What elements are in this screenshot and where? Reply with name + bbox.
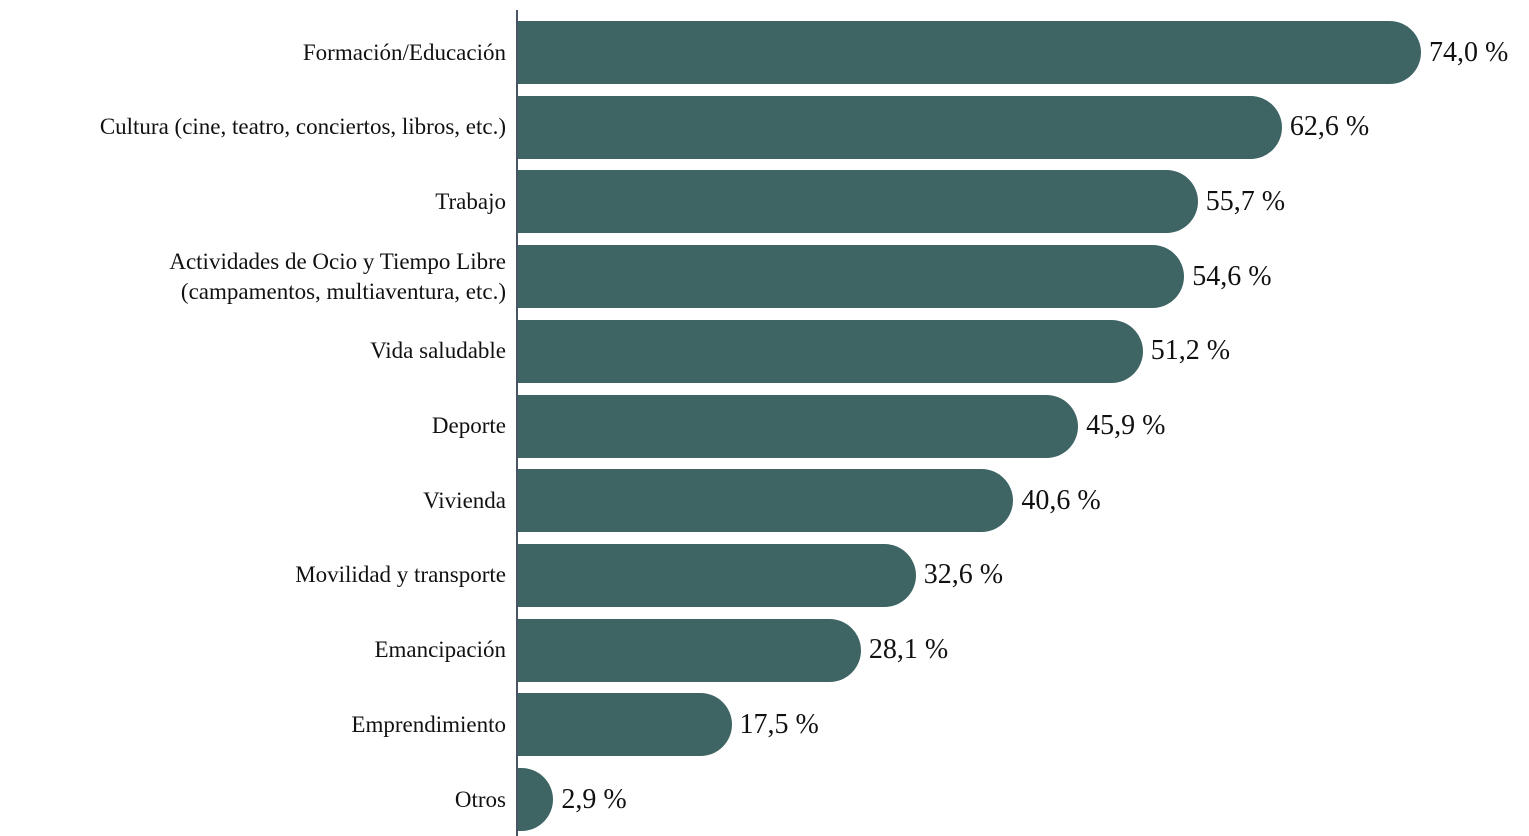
category-label: Vivienda xyxy=(423,487,506,513)
value-label: 28,1 % xyxy=(868,634,949,666)
value-label: 74,0 % xyxy=(1429,36,1509,68)
category-label: Otros xyxy=(454,786,506,812)
bar xyxy=(518,618,861,682)
value-label: 51,2 % xyxy=(1150,335,1231,367)
bar xyxy=(518,21,1421,84)
bar xyxy=(518,319,1143,383)
category-label: Emprendimiento xyxy=(351,711,506,737)
category-label: Actividades de Ocio y Tiempo Libre (camp… xyxy=(169,248,506,304)
value-label: 17,5 % xyxy=(739,708,819,740)
value-label: 62,6 % xyxy=(1289,111,1370,143)
value-label: 45,9 % xyxy=(1086,410,1166,441)
bar xyxy=(518,95,1282,159)
category-label: Deporte xyxy=(431,413,506,439)
category-label: Vida saludable xyxy=(370,338,506,364)
bar xyxy=(518,693,732,757)
bar xyxy=(518,768,554,831)
category-label: Emancipación xyxy=(374,637,506,663)
bar xyxy=(518,469,1014,533)
category-label: Cultura (cine, teatro, conciertos, libro… xyxy=(99,114,506,140)
value-label: 2,9 % xyxy=(561,783,627,815)
value-label: 40,6 % xyxy=(1021,484,1101,516)
bar xyxy=(518,394,1079,458)
axis-line xyxy=(516,10,518,836)
value-label: 55,7 % xyxy=(1205,185,1286,217)
category-label: Trabajo xyxy=(435,188,506,214)
bar xyxy=(518,245,1185,309)
value-label: 54,6 % xyxy=(1192,260,1272,292)
bar xyxy=(518,170,1198,234)
category-label: Movilidad y transporte xyxy=(295,562,506,588)
value-label: 32,6 % xyxy=(923,559,1004,591)
category-label: Formación/Educación xyxy=(302,39,506,65)
bar xyxy=(518,543,916,607)
